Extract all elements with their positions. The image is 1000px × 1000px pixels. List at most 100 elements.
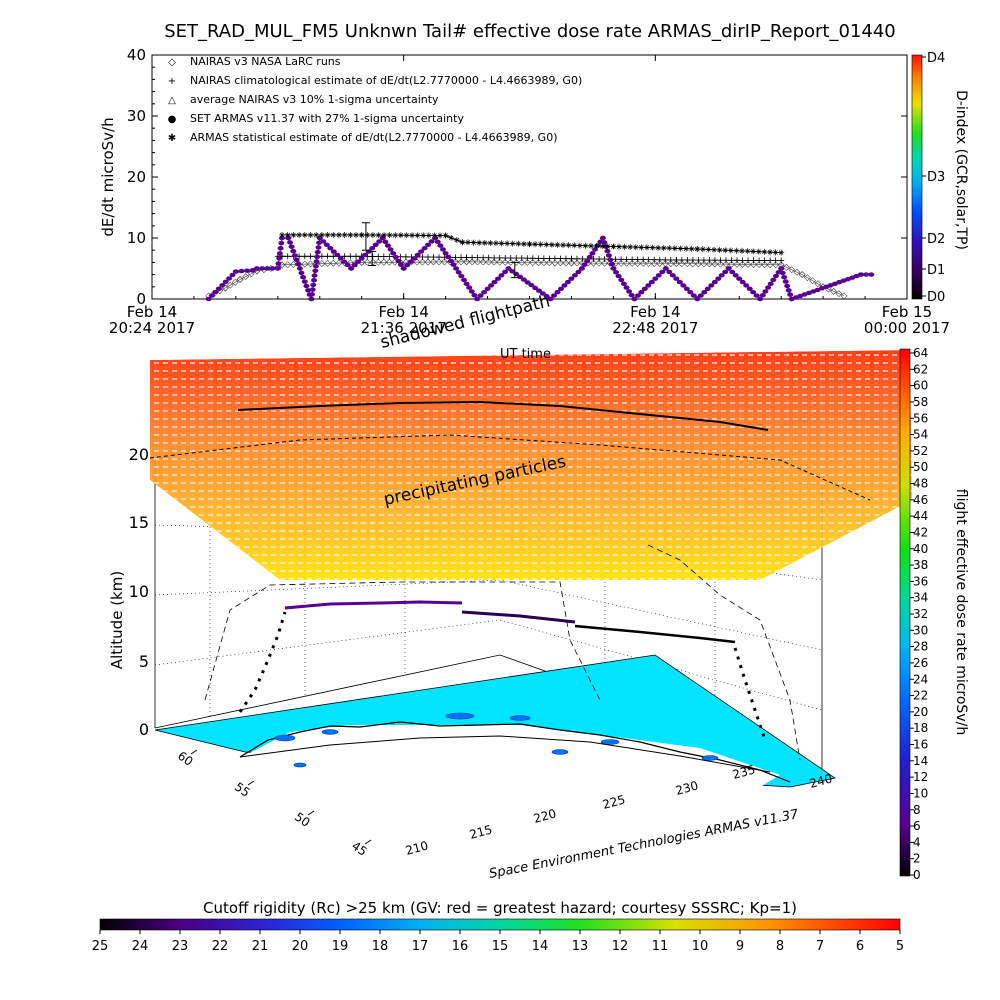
dose-colorbar-tick-label: 60 [913, 379, 928, 393]
rc-colorbar-tick-label: 24 [132, 939, 149, 954]
data-point [529, 255, 536, 262]
lat-tick-label: 60 [175, 749, 196, 769]
data-point [290, 248, 297, 254]
data-point [461, 277, 467, 283]
data-point [736, 276, 743, 281]
data-point [718, 273, 725, 278]
data-point [445, 254, 452, 260]
data-point [403, 232, 410, 239]
data-point [264, 266, 271, 271]
data-point [402, 253, 409, 260]
data-point [767, 257, 774, 264]
data-point [599, 243, 606, 250]
legend-item: △ average NAIRAS v3 10% 1-sigma uncertain… [168, 93, 439, 106]
data-point [610, 266, 617, 271]
data-point [351, 262, 358, 268]
data-point [798, 271, 806, 279]
data-point [474, 254, 481, 261]
data-point [772, 273, 779, 279]
data-point [385, 258, 393, 266]
data-point [452, 254, 459, 261]
dose-colorbar-tick-label: 56 [913, 411, 928, 425]
data-point [578, 266, 585, 271]
data-point [618, 277, 625, 283]
data-point [690, 293, 697, 298]
data-point [536, 288, 542, 293]
data-point [485, 258, 493, 266]
data-point [348, 266, 355, 271]
data-point [285, 235, 292, 241]
data-point [556, 259, 564, 267]
dose-colorbar-tick-label: 26 [913, 656, 928, 670]
lon-tick-label: 240 [808, 771, 834, 790]
data-point [649, 244, 656, 251]
data-point [318, 231, 325, 238]
rc-colorbar-tick-label: 21 [252, 939, 269, 954]
data-point [395, 258, 402, 264]
data-point [564, 279, 571, 285]
data-point [518, 259, 526, 266]
data-point [480, 254, 487, 261]
data-point [425, 232, 432, 239]
data-point [562, 259, 570, 267]
dose-colorbar-tick-label: 4 [913, 835, 921, 849]
data-point [699, 246, 706, 253]
data-point [648, 279, 655, 285]
data-point [554, 290, 561, 295]
dose-colorbar-ticks: 6462605856545250484644424038363432302826… [910, 346, 928, 882]
data-point [518, 255, 525, 262]
data-point [586, 254, 593, 260]
data-point [678, 260, 686, 268]
dose-colorbar-tick-label: 38 [913, 558, 928, 572]
data-point [407, 259, 414, 264]
data-point [375, 253, 382, 260]
data-point [539, 291, 546, 296]
data-point [425, 242, 432, 247]
data-point [711, 260, 719, 268]
data-point [307, 260, 314, 268]
d-index-colorbar-ticks: D4 D3 D2 D1 D0 [922, 51, 945, 305]
data-point [634, 293, 641, 298]
lon-tick-label: 220 [532, 806, 558, 825]
rc-colorbar-tick-label: 12 [612, 939, 629, 954]
data-point [496, 254, 503, 261]
data-point [474, 296, 481, 302]
data-point [329, 259, 337, 267]
data-point [320, 239, 327, 244]
data-point [298, 270, 305, 276]
data-point [595, 259, 603, 267]
data-point [347, 253, 354, 260]
data-point [490, 258, 498, 266]
data-point [659, 269, 666, 275]
data-point [369, 246, 376, 251]
flight-profile-cruise-3 [574, 624, 736, 644]
rc-colorbar-tick-label: 22 [212, 939, 229, 954]
data-point [491, 254, 498, 261]
data-point [704, 286, 711, 291]
data-point [672, 260, 680, 268]
dose-colorbar-tick-label: 32 [913, 607, 928, 621]
data-point [309, 292, 315, 297]
data-point [358, 256, 365, 261]
rc-colorbar-tick-label: 18 [372, 939, 389, 954]
data-point [315, 245, 322, 250]
data-point [750, 290, 757, 295]
data-point [287, 240, 293, 245]
data-point [745, 257, 752, 264]
data-point [537, 241, 544, 248]
data-point [676, 279, 683, 285]
data-point [655, 244, 662, 251]
data-point [761, 248, 768, 255]
data-point [205, 296, 212, 302]
data-point [744, 248, 751, 255]
data-point [307, 231, 314, 238]
data-point [301, 260, 309, 268]
data-point [857, 272, 864, 277]
data-point [787, 292, 794, 297]
data-point [687, 290, 694, 295]
data-point [579, 255, 586, 262]
data-point [575, 269, 582, 275]
data-point [484, 286, 491, 291]
legend-item: ● SET ARMAS v11.37 with 27% 1-sigma uncer… [168, 112, 465, 125]
